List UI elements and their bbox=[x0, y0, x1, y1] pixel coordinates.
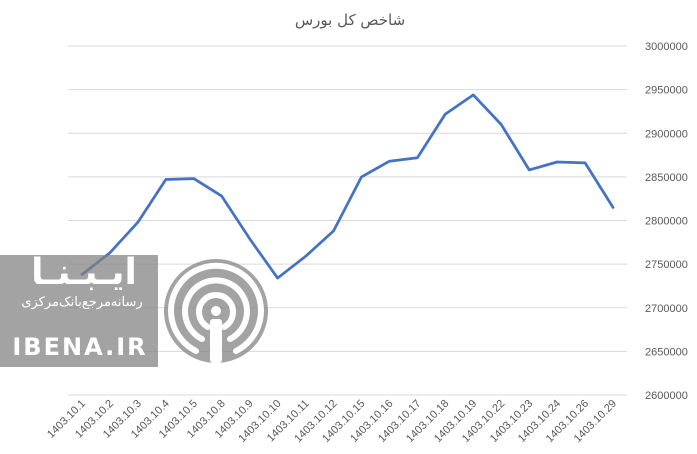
y-tick-label: 2600000 bbox=[645, 390, 688, 402]
y-tick-label: 2850000 bbox=[645, 172, 688, 184]
y-tick-label: 2800000 bbox=[645, 216, 688, 228]
y-tick-label: 2700000 bbox=[645, 303, 688, 315]
gridlines bbox=[68, 45, 627, 396]
y-tick-label: 2950000 bbox=[645, 85, 688, 97]
watermark-tagline-fa: رسانه‌مرجع‌بانک‌مرکزی bbox=[21, 295, 142, 310]
y-tick-label: 2650000 bbox=[645, 346, 688, 358]
x-axis-labels: 1403.10.11403.10.21403.10.31403.10.41403… bbox=[45, 398, 619, 445]
chart-title: شاخص کل بورس bbox=[295, 11, 405, 29]
series-line bbox=[80, 93, 615, 280]
y-axis-labels: 2600000 2650000 2700000 2750000 2800000 28500… bbox=[645, 41, 688, 402]
ibena-watermark: ایـبـنـا رسانه‌مرجع‌بانک‌مرکزی IBENA.IR bbox=[0, 252, 268, 367]
broadcast-ring-icon bbox=[164, 259, 268, 363]
y-tick-label: 2900000 bbox=[645, 128, 688, 140]
watermark-band bbox=[0, 255, 158, 367]
series-layer bbox=[80, 93, 615, 280]
watermark-name-latin: IBENA.IR bbox=[12, 333, 147, 361]
y-tick-label: 2750000 bbox=[645, 259, 688, 271]
y-tick-label: 3000000 bbox=[645, 41, 688, 53]
watermark-name-fa: ایـبـنـا bbox=[31, 252, 137, 293]
